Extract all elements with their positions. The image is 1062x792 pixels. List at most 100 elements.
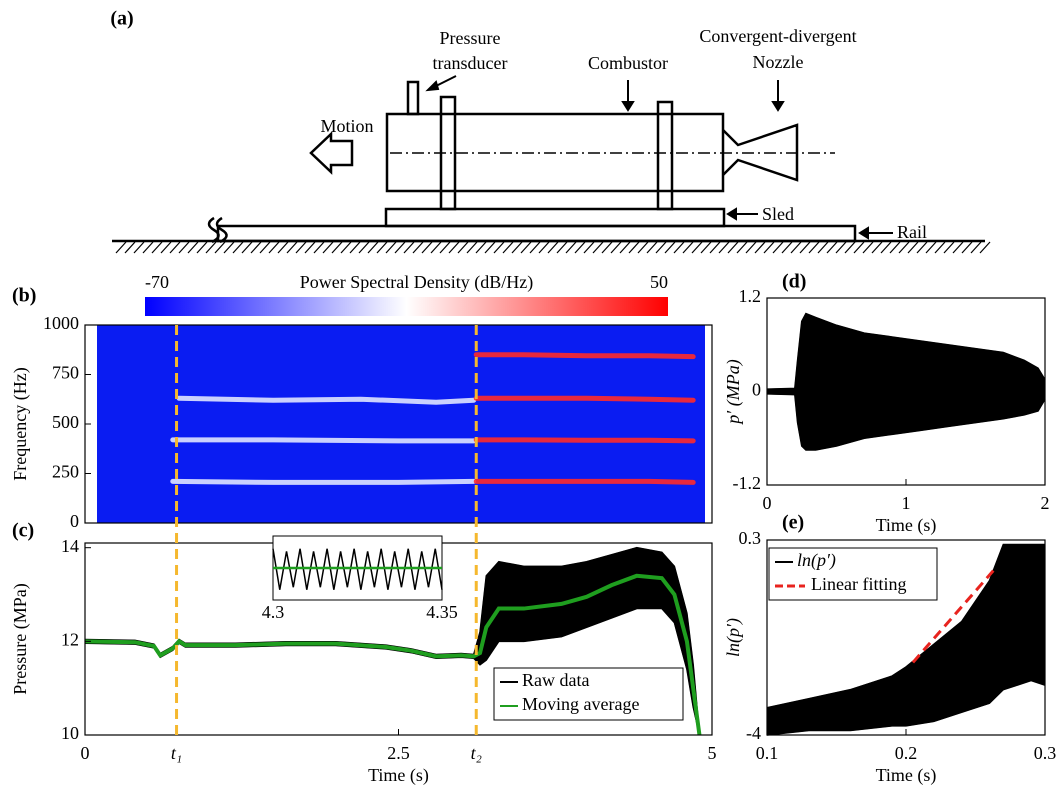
hatch-line bbox=[448, 241, 460, 254]
hatch-line bbox=[178, 241, 190, 254]
hatch-line bbox=[781, 241, 793, 254]
hatch-line bbox=[565, 241, 577, 254]
hatch-line bbox=[421, 241, 433, 254]
hatch-line bbox=[970, 241, 982, 254]
x-tick-label: 0.2 bbox=[895, 743, 918, 763]
label: Sled bbox=[762, 204, 794, 224]
hatch-line bbox=[304, 241, 316, 254]
sled bbox=[384, 207, 726, 228]
y-tick-label: 250 bbox=[52, 462, 79, 482]
y-tick-label: 0.3 bbox=[739, 528, 762, 548]
x-tick-label: 0 bbox=[81, 743, 90, 763]
hatch-line bbox=[628, 241, 640, 254]
label: Pressure bbox=[440, 28, 501, 48]
hatch-line bbox=[385, 241, 397, 254]
hatch-line bbox=[169, 241, 181, 254]
hatch-line bbox=[619, 241, 631, 254]
label: Convergent-divergent bbox=[699, 26, 856, 46]
motion-arrow bbox=[309, 131, 354, 175]
x-tick-label: 0 bbox=[763, 493, 772, 513]
legend-label: Moving average bbox=[522, 694, 639, 714]
hatch-line bbox=[232, 241, 244, 254]
hatch-line bbox=[664, 241, 676, 254]
hatch-line bbox=[673, 241, 685, 254]
hatch-line bbox=[799, 241, 811, 254]
hatch-line bbox=[268, 241, 280, 254]
x-tick-label: t₂ bbox=[471, 743, 482, 763]
hatch-line bbox=[358, 241, 370, 254]
hatch-line bbox=[961, 241, 973, 254]
hatch-line bbox=[943, 241, 955, 254]
hatch-line bbox=[916, 241, 928, 254]
hatch-line bbox=[259, 241, 271, 254]
line bbox=[911, 566, 998, 664]
y-axis-label: p′ (MPa) bbox=[723, 359, 744, 425]
hatch-line bbox=[250, 241, 262, 254]
inset-x-tick-label: 4.3 bbox=[262, 602, 285, 622]
hatch-line bbox=[637, 241, 649, 254]
hatch-line bbox=[394, 241, 406, 254]
hatch-line bbox=[709, 241, 721, 254]
arrows bbox=[425, 75, 893, 240]
hatch-line bbox=[826, 241, 838, 254]
ground-hatch bbox=[115, 241, 991, 254]
hatch-line bbox=[367, 241, 379, 254]
hatch-line bbox=[718, 241, 730, 254]
y-tick-label: 1.2 bbox=[739, 286, 762, 306]
hatch-line bbox=[925, 241, 937, 254]
hatch-line bbox=[430, 241, 442, 254]
hatch-line bbox=[610, 241, 622, 254]
hatch-line bbox=[286, 241, 298, 254]
label: Combustor bbox=[588, 53, 668, 73]
hatch-line bbox=[952, 241, 964, 254]
diagram: (a) Pressure transducer Combustor Conver… bbox=[110, 8, 991, 254]
hatch-line bbox=[790, 241, 802, 254]
x-tick-label: t₁ bbox=[171, 743, 182, 763]
y-axis-label: ln(p′) bbox=[723, 618, 744, 657]
hatch-line bbox=[763, 241, 775, 254]
y-tick-label: 750 bbox=[52, 363, 79, 383]
spectral-band bbox=[473, 437, 696, 444]
rail bbox=[216, 224, 857, 243]
colorbar-title: Power Spectral Density (dB/Hz) bbox=[300, 272, 533, 293]
y-tick-label: 10 bbox=[61, 723, 79, 743]
hatch-line bbox=[376, 241, 388, 254]
hatch-line bbox=[241, 241, 253, 254]
hatch-line bbox=[277, 241, 289, 254]
band-fill bbox=[766, 312, 1046, 451]
hatch-line bbox=[484, 241, 496, 254]
hatch-line bbox=[187, 241, 199, 254]
hatch-line bbox=[214, 241, 226, 254]
hatch-line bbox=[736, 241, 748, 254]
hatch-line bbox=[934, 241, 946, 254]
hatch-line bbox=[700, 241, 712, 254]
line bbox=[84, 573, 702, 736]
hatch-line bbox=[511, 241, 523, 254]
hatch-line bbox=[124, 241, 136, 254]
hatch-line bbox=[871, 241, 883, 254]
colorbar-tick-label: 50 bbox=[650, 272, 668, 292]
hatch-line bbox=[313, 241, 325, 254]
hatch-line bbox=[835, 241, 847, 254]
panel-label: (b) bbox=[12, 285, 36, 307]
legend-label: ln(p′) bbox=[797, 550, 836, 571]
hatch-line bbox=[538, 241, 550, 254]
x-tick-label: 0.1 bbox=[756, 743, 779, 763]
hatch-line bbox=[682, 241, 694, 254]
hatch-line bbox=[493, 241, 505, 254]
hatch-line bbox=[142, 241, 154, 254]
hatch-line bbox=[646, 241, 658, 254]
x-axis-label: Time (s) bbox=[368, 765, 429, 786]
hatch-line bbox=[223, 241, 235, 254]
x-tick-label: 5 bbox=[708, 743, 717, 763]
transducer bbox=[406, 80, 420, 116]
hatch-line bbox=[115, 241, 127, 254]
hatch-line bbox=[592, 241, 604, 254]
y-axis-label: Pressure (MPa) bbox=[10, 583, 31, 694]
y-tick-label: -1.2 bbox=[733, 473, 762, 493]
y-tick-label: 0 bbox=[70, 511, 79, 531]
spectral-band bbox=[170, 437, 477, 444]
hatch-line bbox=[295, 241, 307, 254]
